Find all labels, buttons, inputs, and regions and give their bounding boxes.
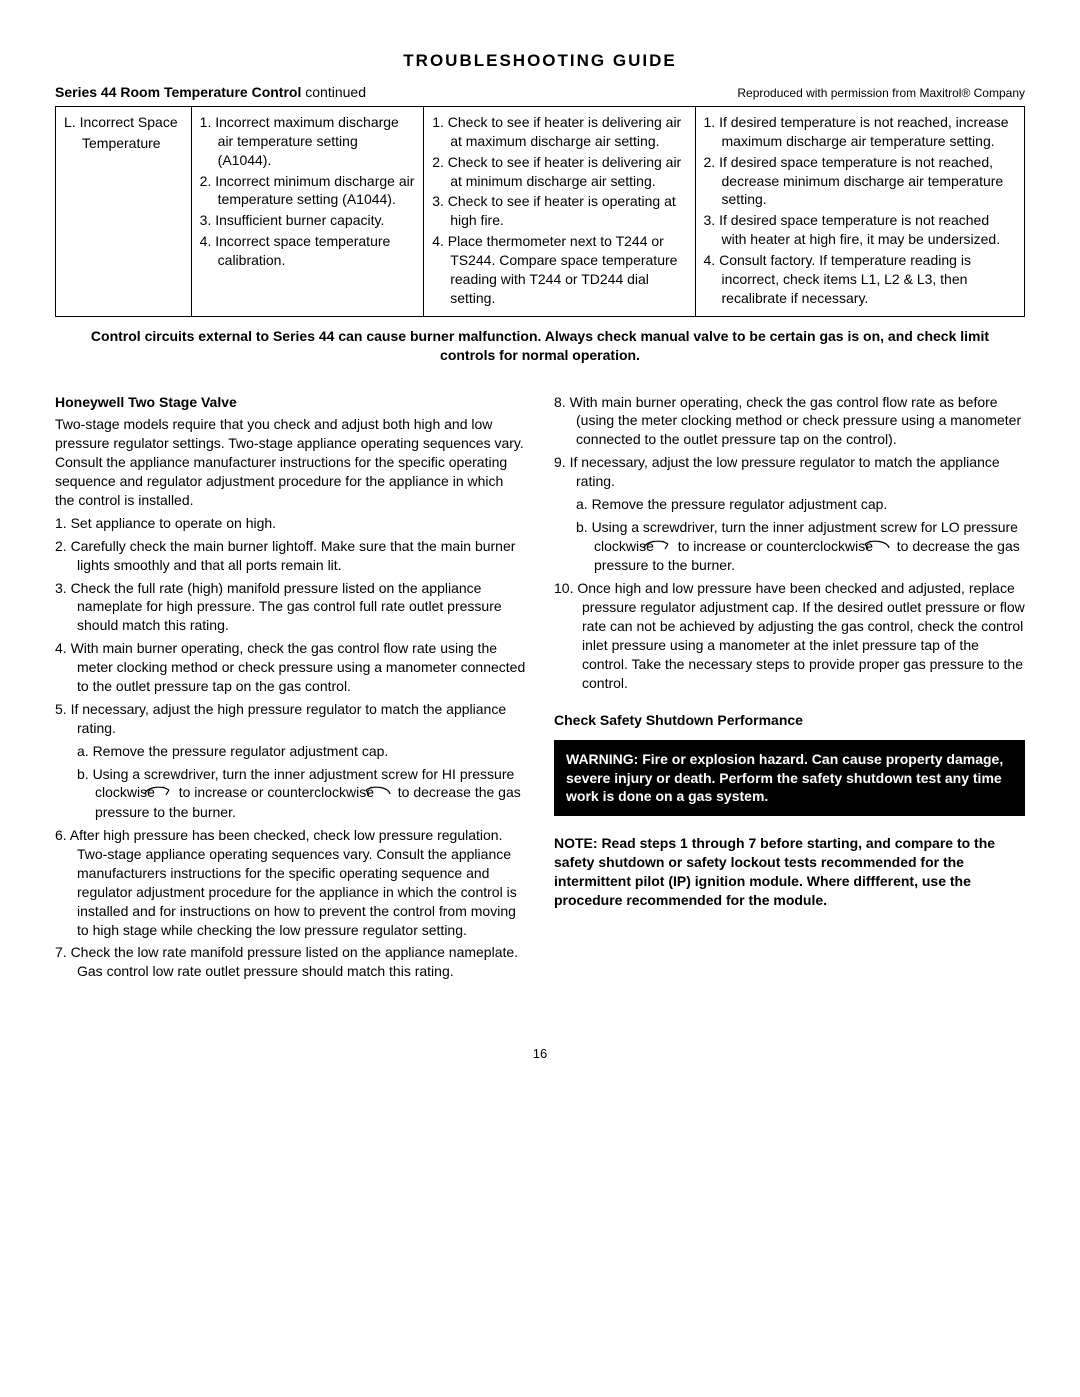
- step-9b-mid: to increase or counterclockwise: [678, 538, 877, 554]
- step-1: 1. Set appliance to operate on high.: [55, 514, 526, 533]
- cause-item: 2. Incorrect minimum discharge air tempe…: [200, 172, 416, 210]
- step-3: 3. Check the full rate (high) manifold p…: [55, 579, 526, 636]
- cause-item: 3. Insufficient burner capacity.: [200, 211, 416, 230]
- step-8: 8. With main burner operating, check the…: [554, 393, 1025, 450]
- step-7: 7. Check the low rate manifold pressure …: [55, 943, 526, 981]
- warning-box: WARNING: Fire or explosion hazard. Can c…: [554, 740, 1025, 817]
- reproduced-credit: Reproduced with permission from Maxitrol…: [737, 85, 1025, 101]
- check-item: 3. Check to see if heater is operating a…: [432, 192, 686, 230]
- check-item: 4. Place thermometer next to T244 or TS2…: [432, 232, 686, 308]
- two-column-body: Honeywell Two Stage Valve Two-stage mode…: [55, 393, 1025, 986]
- step-4: 4. With main burner operating, check the…: [55, 639, 526, 696]
- step-10: 10. Once high and low pressure have been…: [554, 579, 1025, 692]
- cause-item: 1. Incorrect maximum discharge air tempe…: [200, 113, 416, 170]
- action-item: 1. If desired temperature is not reached…: [704, 113, 1016, 151]
- step-6: 6. After high pressure has been checked,…: [55, 826, 526, 939]
- page-title: TROUBLESHOOTING GUIDE: [55, 50, 1025, 73]
- step-9a: a. Remove the pressure regulator adjustm…: [554, 495, 1025, 514]
- safety-heading: Check Safety Shutdown Performance: [554, 711, 1025, 730]
- right-column: 8. With main burner operating, check the…: [554, 393, 1025, 986]
- subheader-row: Series 44 Room Temperature Control conti…: [55, 83, 1025, 102]
- step-9: 9. If necessary, adjust the low pressure…: [554, 453, 1025, 491]
- clockwise-arrow-icon: [161, 784, 173, 803]
- step-5: 5. If necessary, adjust the high pressur…: [55, 700, 526, 738]
- action-item: 4. Consult factory. If temperature readi…: [704, 251, 1016, 308]
- subtitle-rest: continued: [301, 84, 366, 100]
- troubleshooting-table: L. Incorrect Space Temperature 1. Incorr…: [55, 106, 1025, 317]
- cell-check: 1. Check to see if heater is delivering …: [424, 106, 695, 316]
- counterclockwise-arrow-icon: [879, 538, 891, 557]
- check-item: 1. Check to see if heater is delivering …: [432, 113, 686, 151]
- cell-symptom: L. Incorrect Space Temperature: [56, 106, 192, 316]
- step-5a: a. Remove the pressure regulator adjustm…: [55, 742, 526, 761]
- subtitle-bold: Series 44 Room Temperature Control: [55, 84, 301, 100]
- action-item: 3. If desired space temperature is not r…: [704, 211, 1016, 249]
- step-5b-mid: to increase or counterclockwise: [179, 784, 378, 800]
- action-item: 2. If desired space temperature is not r…: [704, 153, 1016, 210]
- step-2: 2. Carefully check the main burner light…: [55, 537, 526, 575]
- counterclockwise-arrow-icon: [380, 784, 392, 803]
- step-9b: b. Using a screwdriver, turn the inner a…: [554, 518, 1025, 576]
- check-item: 2. Check to see if heater is delivering …: [432, 153, 686, 191]
- cell-action: 1. If desired temperature is not reached…: [695, 106, 1024, 316]
- honeywell-heading: Honeywell Two Stage Valve: [55, 393, 526, 412]
- subtitle: Series 44 Room Temperature Control conti…: [55, 83, 366, 102]
- symptom-line: L. Incorrect Space: [64, 113, 183, 132]
- symptom-line: Temperature: [64, 134, 183, 153]
- cause-item: 4. Incorrect space temperature calibrati…: [200, 232, 416, 270]
- clockwise-arrow-icon: [660, 538, 672, 557]
- cell-cause: 1. Incorrect maximum discharge air tempe…: [191, 106, 424, 316]
- step-5b: b. Using a screwdriver, turn the inner a…: [55, 765, 526, 823]
- left-column: Honeywell Two Stage Valve Two-stage mode…: [55, 393, 526, 986]
- page-number: 16: [55, 1045, 1025, 1063]
- honeywell-intro: Two-stage models require that you check …: [55, 415, 526, 509]
- table-row: L. Incorrect Space Temperature 1. Incorr…: [56, 106, 1025, 316]
- table-footer-note: Control circuits external to Series 44 c…: [55, 325, 1025, 365]
- safety-note: NOTE: Read steps 1 through 7 before star…: [554, 834, 1025, 910]
